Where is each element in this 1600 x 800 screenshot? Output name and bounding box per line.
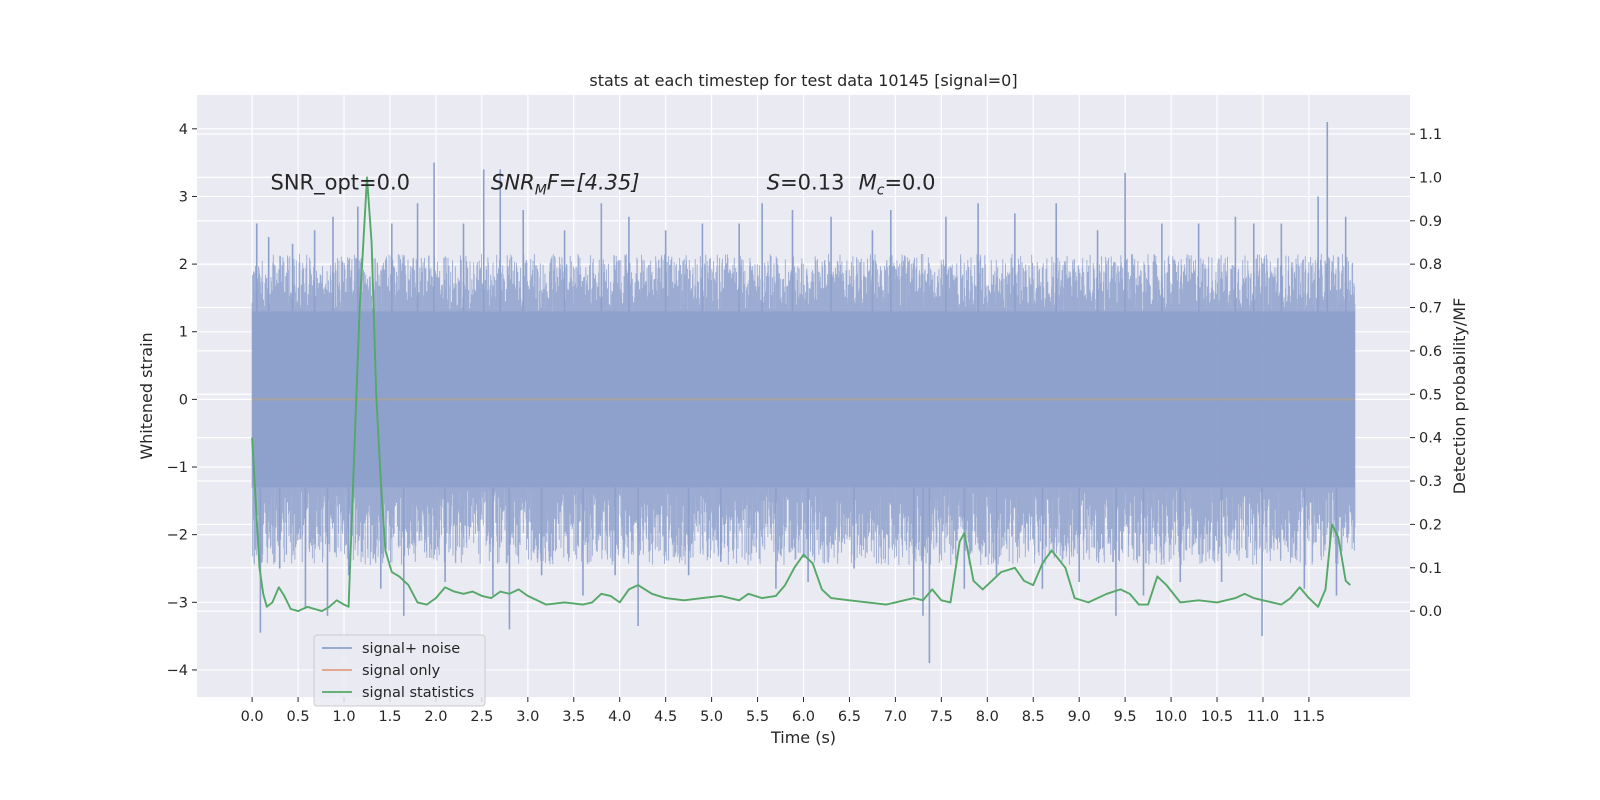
y-tick-label: 1 — [179, 325, 188, 341]
annotation-s-symbol: S — [767, 171, 780, 195]
y2-tick-label: 0.3 — [1419, 474, 1442, 490]
y2-tick-label: 0.2 — [1419, 517, 1442, 533]
x-tick-label: 4.5 — [654, 709, 677, 725]
y2-axis-label: Detection probability/MF — [1450, 298, 1469, 495]
x-tick-label: 5.5 — [746, 709, 769, 725]
y2-tick-label: 0.6 — [1419, 344, 1442, 360]
x-tick-label: 9.5 — [1114, 709, 1137, 725]
x-tick-label: 0.0 — [241, 709, 264, 725]
y2-tick-label: 0.8 — [1419, 257, 1442, 273]
y-tick-label: 0 — [179, 392, 188, 408]
x-tick-label: 1.5 — [378, 709, 401, 725]
y-tick-label: −1 — [167, 460, 188, 476]
annotation-snr-mf-rest: F=[4.35] — [547, 171, 640, 195]
y2-tick-label: 0.9 — [1419, 214, 1442, 230]
x-axis-label: Time (s) — [770, 728, 836, 747]
y-tick-label: 3 — [179, 189, 188, 205]
annotation-snr-mf-main: SNR — [491, 171, 535, 195]
x-tick-label: 3.5 — [562, 709, 585, 725]
axes: 0.0 0.5 1.0 1.5 2.0 2.5 3.0 3.5 4.0 4.5 5.0 5.5 6.0 6… — [167, 122, 1442, 725]
y-tick-label: 2 — [179, 257, 188, 273]
y2-tick-label: 0.1 — [1419, 561, 1442, 577]
annotation-s: S=0.13 — [767, 171, 845, 195]
annotation-mc-value: =0.0 — [884, 171, 935, 195]
annotation-mc-symbol: M — [859, 171, 877, 195]
legend-label-signal-only: signal only — [362, 663, 441, 679]
legend: signal+ noise signal only signal statist… — [313, 634, 486, 707]
y2-tick-label: 1.1 — [1419, 127, 1442, 143]
annotation-s-value: =0.13 — [780, 171, 844, 195]
x-tick-label: 5.0 — [700, 709, 723, 725]
x-tick-label: 4.0 — [608, 709, 631, 725]
y2-tick-label: 1.0 — [1419, 170, 1442, 186]
y-tick-label: −4 — [167, 663, 188, 679]
x-tick-label: 11.5 — [1293, 709, 1325, 725]
x-tick-label: 11.0 — [1247, 709, 1279, 725]
x-tick-label: 7.5 — [930, 709, 953, 725]
legend-box — [313, 634, 486, 707]
y2-tick-label: 0.4 — [1419, 431, 1442, 447]
x-tick-label: 1.0 — [332, 709, 355, 725]
annotation-snr-opt: SNR_opt=0.0 — [271, 171, 411, 196]
noise-trace — [251, 254, 1356, 566]
x-tick-label: 8.0 — [976, 709, 999, 725]
chart-title: stats at each timestep for test data 101… — [589, 71, 1017, 90]
x-tick-label: 2.5 — [470, 709, 493, 725]
x-tick-label: 10.5 — [1201, 709, 1233, 725]
y-tick-label: −3 — [167, 595, 188, 611]
y-tick-label: −2 — [167, 528, 188, 544]
annotation-mc: Mc=0.0 — [859, 171, 936, 199]
plot-content — [251, 122, 1356, 664]
annotation-mc-sub: c — [877, 183, 885, 199]
y-axis-label: Whitened strain — [137, 332, 156, 459]
x-tick-label: 10.0 — [1155, 709, 1187, 725]
annotation-snr-mf-sub: M — [535, 183, 547, 199]
x-tick-label: 7.0 — [884, 709, 907, 725]
x-tick-label: 2.0 — [424, 709, 447, 725]
x-tick-label: 0.5 — [287, 709, 310, 725]
y-tick-label: 4 — [179, 122, 188, 138]
annotation-snr-mf: SNRMF=[4.35] — [491, 171, 640, 199]
y2-tick-label: 0.5 — [1419, 387, 1442, 403]
x-tick-label: 8.5 — [1022, 709, 1045, 725]
x-tick-label: 3.0 — [516, 709, 539, 725]
y2-tick-label: 0.0 — [1419, 604, 1442, 620]
legend-label-signal-statistics: signal statistics — [362, 685, 474, 701]
legend-label-signal-noise: signal+ noise — [362, 641, 460, 657]
x-tick-label: 6.0 — [792, 709, 815, 725]
y2-tick-label: 0.7 — [1419, 301, 1442, 317]
x-tick-label: 6.5 — [838, 709, 861, 725]
series-signal-statistics — [251, 176, 1351, 613]
x-tick-label: 9.0 — [1068, 709, 1091, 725]
